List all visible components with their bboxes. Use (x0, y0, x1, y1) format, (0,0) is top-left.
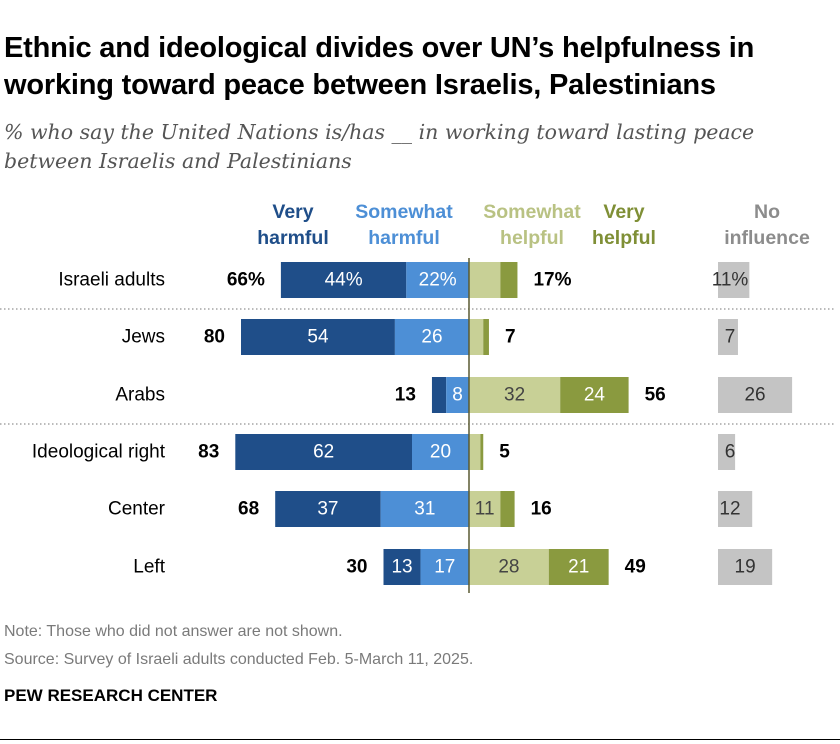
bar-very-harmful-arabs (431, 377, 447, 413)
label-no-influence-jews: 7 (725, 327, 736, 348)
chart-note: Note: Those who did not answer are not s… (4, 623, 343, 640)
bar-somewhat-harmful-jews (394, 319, 469, 355)
header-very-helpful-line1: Very (603, 201, 644, 223)
bar-no-influence-arabs (718, 377, 793, 413)
bar-very-helpful-arabs (560, 377, 629, 413)
total-helpful-ideological-right: 5 (499, 442, 510, 463)
label-somewhat-helpful-left: 28 (498, 557, 519, 578)
header-very-helpful-line2: helpful (592, 227, 656, 249)
chart-source: Source: Survey of Israeli adults conduct… (4, 651, 474, 668)
label-somewhat-harmful-jews: 26 (421, 327, 442, 348)
label-somewhat-harmful-israeli-adults: 22% (419, 270, 457, 291)
bar-no-influence-left (718, 549, 773, 585)
chart-subtitle: % who say the United Nations is/has __ i… (4, 120, 755, 173)
label-somewhat-harmful-arabs: 8 (452, 385, 463, 406)
label-very-harmful-left: 13 (391, 557, 412, 578)
bar-very-harmful-ideological-right (235, 434, 412, 470)
label-very-harmful-center: 37 (317, 499, 338, 520)
row-label-center: Center (108, 499, 166, 520)
bar-somewhat-helpful-ideological-right (469, 434, 481, 470)
row-label-left: Left (133, 557, 165, 578)
label-very-helpful-left: 21 (568, 557, 589, 578)
row-label-ideological-right: Ideological right (32, 442, 166, 463)
label-somewhat-helpful-arabs: 32 (504, 385, 525, 406)
bar-very-harmful-jews (241, 319, 395, 355)
bar-very-helpful-center (500, 491, 515, 527)
bar-somewhat-harmful-center (380, 491, 469, 527)
header-somewhat-helpful-line2: helpful (500, 227, 564, 249)
header-somewhat-helpful-line1: Somewhat (483, 201, 581, 223)
brand-label: PEW RESEARCH CENTER (4, 686, 218, 705)
bar-no-influence-jews (718, 319, 738, 355)
header-very-harmful-line2: harmful (257, 227, 329, 249)
label-no-influence-arabs: 26 (744, 385, 765, 406)
total-helpful-jews: 7 (505, 327, 516, 348)
bar-somewhat-harmful-ideological-right (412, 434, 469, 470)
row-label-arabs: Arabs (115, 385, 165, 406)
bar-very-helpful-ideological-right (480, 434, 484, 470)
label-somewhat-harmful-left: 17 (434, 557, 455, 578)
label-very-helpful-arabs: 24 (584, 385, 606, 406)
header-somewhat-harmful-line2: harmful (368, 227, 440, 249)
bar-very-harmful-center (275, 491, 381, 527)
bar-no-influence-center (718, 491, 753, 527)
label-very-harmful-jews: 54 (307, 327, 329, 348)
label-very-harmful-ideological-right: 62 (313, 442, 334, 463)
label-very-harmful-israeli-adults: 44% (325, 270, 363, 291)
bar-no-influence-israeli-adults (718, 262, 750, 298)
header-no-influence-line2: influence (724, 227, 810, 249)
bar-somewhat-harmful-left (420, 549, 469, 585)
header-no-influence-line1: No (754, 201, 780, 223)
bar-very-helpful-israeli-adults (500, 262, 518, 298)
total-harmful-israeli-adults: 66% (227, 270, 265, 291)
bar-somewhat-harmful-israeli-adults (406, 262, 469, 298)
header-very-harmful-line1: Very (272, 201, 313, 223)
row-label-israeli-adults: Israeli adults (58, 270, 165, 291)
bar-somewhat-helpful-jews (469, 319, 484, 355)
total-harmful-center: 68 (238, 499, 259, 520)
bar-very-harmful-left (383, 549, 421, 585)
bar-somewhat-helpful-center (469, 491, 501, 527)
bar-somewhat-harmful-arabs (446, 377, 469, 413)
label-no-influence-left: 19 (735, 557, 756, 578)
label-no-influence-israeli-adults: 11% (712, 270, 749, 291)
total-helpful-arabs: 56 (645, 385, 666, 406)
bar-somewhat-helpful-arabs (469, 377, 561, 413)
label-somewhat-helpful-center: 11 (475, 499, 495, 520)
bar-no-influence-ideological-right (718, 434, 736, 470)
bottom-rule (0, 739, 840, 740)
chart-title: Ethnic and ideological divides over UN’s… (4, 32, 755, 101)
total-harmful-ideological-right: 83 (198, 442, 219, 463)
total-harmful-arabs: 13 (395, 385, 416, 406)
bar-very-helpful-left (548, 549, 609, 585)
bar-very-harmful-israeli-adults (280, 262, 407, 298)
bar-very-helpful-jews (483, 319, 489, 355)
total-helpful-left: 49 (625, 557, 646, 578)
total-harmful-jews: 80 (204, 327, 225, 348)
label-somewhat-harmful-center: 31 (414, 499, 435, 520)
label-no-influence-ideological-right: 6 (725, 442, 736, 463)
header-somewhat-harmful-line1: Somewhat (355, 201, 453, 223)
total-helpful-center: 16 (531, 499, 552, 520)
label-somewhat-harmful-ideological-right: 20 (430, 442, 451, 463)
total-helpful-israeli-adults: 17% (533, 270, 571, 291)
bar-somewhat-helpful-israeli-adults (469, 262, 501, 298)
label-no-influence-center: 12 (719, 499, 740, 520)
row-label-jews: Jews (122, 327, 165, 348)
total-harmful-left: 30 (346, 557, 367, 578)
bar-somewhat-helpful-left (469, 549, 549, 585)
